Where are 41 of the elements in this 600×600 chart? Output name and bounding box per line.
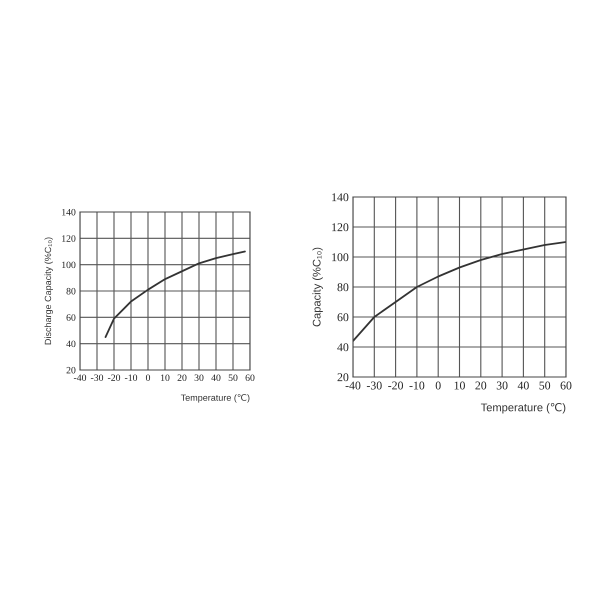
x-tick-label: -10 xyxy=(124,374,138,382)
y-tick-label: 20 xyxy=(66,366,76,374)
x-tick-label: -20 xyxy=(388,382,404,390)
x-tick-label: 30 xyxy=(496,382,508,390)
x-tick-label: 0 xyxy=(436,382,441,390)
y-tick-label: 40 xyxy=(337,343,348,352)
x-tick-label: 40 xyxy=(518,382,529,390)
x-tick-label: -30 xyxy=(90,374,104,382)
x-axis-title: Temperature (℃) xyxy=(480,402,566,414)
y-tick-label: 60 xyxy=(338,313,348,322)
y-tick-label: 120 xyxy=(332,223,348,232)
line-series xyxy=(104,250,246,338)
x-tick-label: -10 xyxy=(409,382,424,390)
x-tick-label: -30 xyxy=(366,382,382,390)
x-tick-label: 20 xyxy=(178,374,186,382)
line-series xyxy=(353,241,566,342)
x-tick-label: -40 xyxy=(346,382,360,390)
y-tick-label: 120 xyxy=(62,235,76,242)
x-tick-label: 10 xyxy=(454,382,465,390)
y-tick-label: 80 xyxy=(337,283,348,292)
y-tick-label: 100 xyxy=(332,253,348,262)
y-tick-label: 40 xyxy=(66,340,76,348)
y-tick-label: 140 xyxy=(332,193,348,202)
y-tick-label: 100 xyxy=(62,262,76,268)
x-tick-label: 30 xyxy=(194,374,204,382)
y-tick-label: 60 xyxy=(66,314,76,321)
x-tick-label: -20 xyxy=(108,374,120,382)
y-tick-label: 140 xyxy=(62,208,76,216)
x-tick-label: 50 xyxy=(228,374,238,382)
x-tick-label: -40 xyxy=(74,374,86,382)
x-tick-label: 20 xyxy=(475,382,486,390)
x-tick-label: 0 xyxy=(146,374,150,382)
x-tick-label: 10 xyxy=(160,374,170,382)
x-tick-label: 40 xyxy=(211,374,220,382)
x-tick-label: 60 xyxy=(246,374,254,382)
y-axis-title: Capacity (%C₁₀) xyxy=(312,248,323,326)
x-tick-label: 60 xyxy=(560,382,572,390)
x-tick-label: 50 xyxy=(539,382,550,390)
y-tick-label: 80 xyxy=(66,288,76,294)
x-axis-title: Temperature (℃) xyxy=(180,394,250,403)
y-axis-title: Discharge Capacity (%C₁₀) xyxy=(44,237,53,344)
